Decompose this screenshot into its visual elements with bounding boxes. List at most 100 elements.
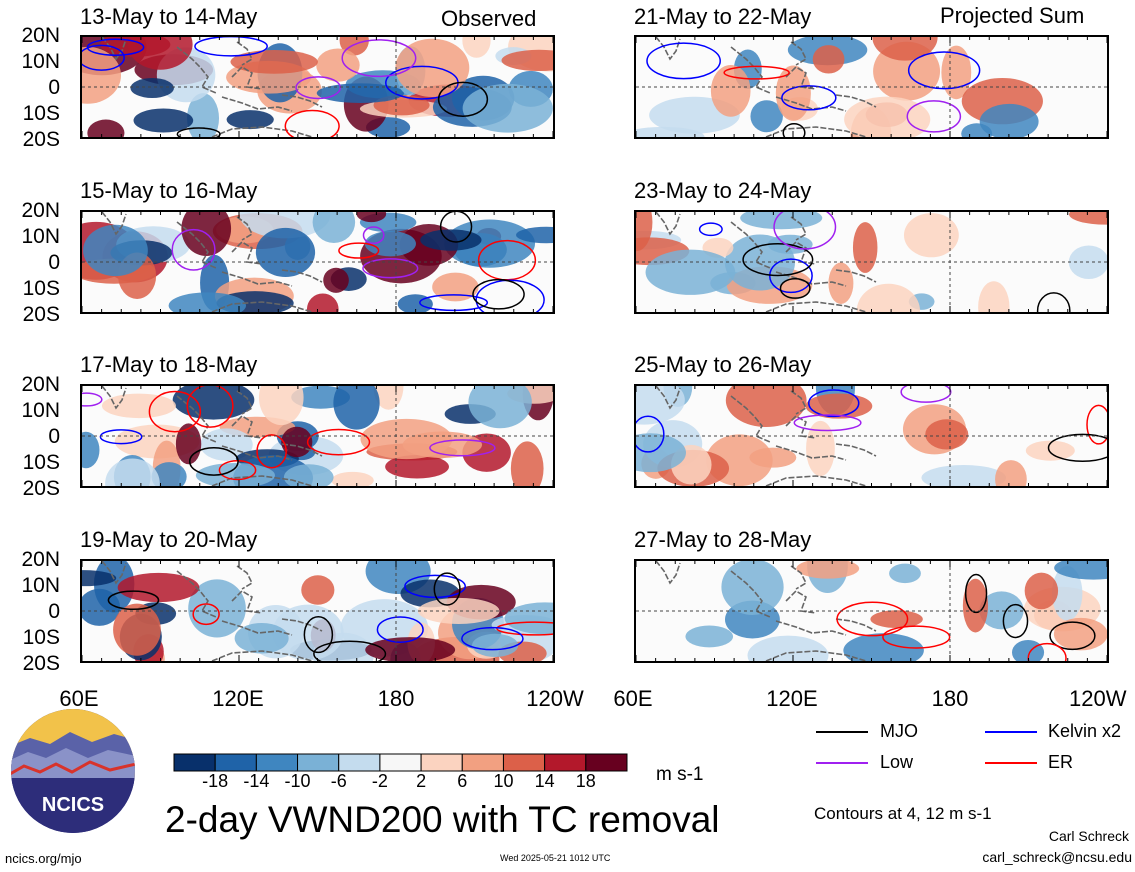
coastline xyxy=(765,126,867,137)
wave-contour xyxy=(194,37,268,57)
anomaly-patch xyxy=(316,48,360,82)
panel-title-obs-1: 13-May to 14-May xyxy=(80,4,258,29)
wave-contour xyxy=(313,640,387,661)
anomaly-map xyxy=(82,37,553,137)
wave-contour xyxy=(836,601,909,637)
legend-line-er xyxy=(985,762,1037,764)
anomaly-patch xyxy=(921,464,1006,486)
coastline xyxy=(785,414,817,439)
wave-contour xyxy=(295,76,342,100)
coastline xyxy=(231,65,263,90)
anomaly-patch xyxy=(82,46,121,104)
anomaly-patch xyxy=(356,212,387,223)
anomaly-patch xyxy=(83,224,148,277)
coastline xyxy=(765,650,867,661)
anomaly-patch xyxy=(316,83,405,103)
anomaly-map xyxy=(636,386,1107,486)
coastline xyxy=(231,240,263,265)
wave-contour xyxy=(496,621,553,636)
anomaly-patch xyxy=(979,591,1024,630)
anomaly-patch xyxy=(385,454,449,479)
colorbar-tick-label: 14 xyxy=(534,771,555,791)
wave-contour xyxy=(646,42,721,80)
coastline xyxy=(101,37,127,61)
coastline xyxy=(236,216,254,241)
anomaly-patch xyxy=(226,110,274,130)
panel-title-proj-1: 21-May to 22-May xyxy=(634,4,812,29)
coastline xyxy=(176,221,217,269)
anomaly-patch xyxy=(172,386,255,420)
wave-contour xyxy=(723,65,790,80)
colorbar-swatch xyxy=(585,753,628,772)
coastline xyxy=(221,271,293,287)
wave-contour xyxy=(284,109,340,137)
anomaly-patch xyxy=(962,578,989,633)
anomaly-patch xyxy=(230,50,318,74)
colorbar-swatch xyxy=(544,753,587,772)
coastline xyxy=(281,94,323,108)
anomaly-patch xyxy=(133,108,194,133)
panel-title-obs-2: 15-May to 16-May xyxy=(80,178,258,203)
anomaly-patch xyxy=(806,420,835,477)
anomaly-patch xyxy=(1051,566,1083,621)
anomaly-patch xyxy=(168,292,246,312)
panel-title-proj-2: 23-May to 24-May xyxy=(634,178,812,203)
wave-contour xyxy=(404,574,466,599)
anomaly-patch xyxy=(796,561,860,579)
anomaly-patch xyxy=(105,458,160,486)
anomaly-map xyxy=(82,386,553,486)
observed-label: Observed xyxy=(441,6,537,31)
wave-contour xyxy=(906,100,962,133)
lat-label: 10S xyxy=(22,626,60,649)
colorbar-swatch xyxy=(173,753,216,772)
coastline xyxy=(236,390,254,415)
coastline xyxy=(785,589,817,614)
coastline xyxy=(655,386,681,410)
anomaly-map xyxy=(636,561,1107,661)
site-url: ncics.org/mjo xyxy=(5,851,82,866)
lat-label: 0 xyxy=(48,425,60,448)
wave-contour xyxy=(303,616,334,654)
anomaly-patch xyxy=(462,37,491,58)
anomaly-patch xyxy=(870,610,923,629)
coastline xyxy=(785,65,817,90)
lat-label: 0 xyxy=(48,251,60,274)
anomaly-patch xyxy=(100,37,171,57)
lat-label: 20S xyxy=(22,652,60,675)
legend-line-mjo xyxy=(816,731,868,733)
coastline xyxy=(281,443,323,457)
anomaly-patch xyxy=(843,633,924,661)
coastline xyxy=(221,620,293,636)
coastline xyxy=(211,475,313,486)
anomaly-patch xyxy=(255,227,316,277)
anomaly-patch xyxy=(645,249,736,295)
lat-label: 10S xyxy=(22,451,60,474)
wave-contour xyxy=(419,294,489,312)
wave-contour xyxy=(808,389,860,418)
wave-contour xyxy=(742,242,814,277)
anomaly-patch xyxy=(995,460,1027,486)
lat-label: 0 xyxy=(48,600,60,623)
wave-contour xyxy=(171,228,216,271)
wave-contour xyxy=(779,277,811,299)
anomaly-patch xyxy=(151,462,187,486)
wave-contour xyxy=(964,573,988,614)
anomaly-patch xyxy=(636,433,686,473)
panel-title-proj-3: 25-May to 26-May xyxy=(634,352,812,377)
lat-label: 20S xyxy=(22,128,60,151)
lat-label: 20S xyxy=(22,303,60,326)
anomaly-patch xyxy=(113,603,161,656)
anomaly-patch xyxy=(130,78,174,98)
wave-contour xyxy=(698,222,723,237)
colorbar-tick-label: -18 xyxy=(202,771,229,791)
colorbar-tick-label: 2 xyxy=(416,771,427,791)
colorbar-swatch xyxy=(297,753,340,772)
wave-contour xyxy=(782,123,806,137)
lat-label: 20N xyxy=(21,199,60,222)
units-label: m s-1 xyxy=(656,764,704,785)
lat-label: 20N xyxy=(21,24,60,47)
wave-contour xyxy=(429,439,496,457)
coastline xyxy=(835,618,877,632)
anomaly-patch xyxy=(1054,561,1107,580)
coastline xyxy=(835,443,877,457)
